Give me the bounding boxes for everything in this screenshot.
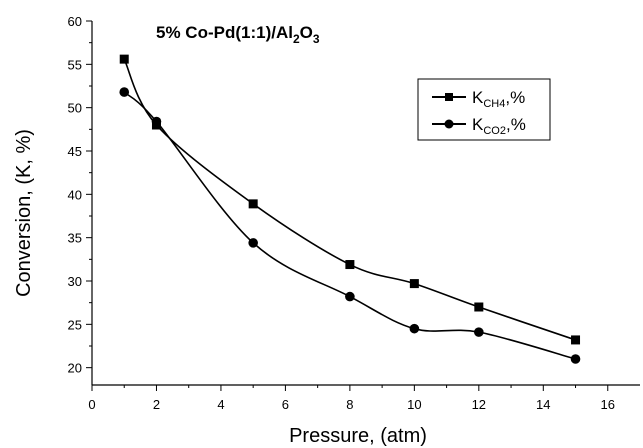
data-point-ch4 xyxy=(409,279,419,289)
title-tail: O xyxy=(300,23,313,42)
chart-title: 5% Co-Pd(1:1)/Al2O3 xyxy=(156,23,320,46)
x-axis-label: Pressure, (atm) xyxy=(289,425,427,447)
x-tick-label: 16 xyxy=(601,397,615,412)
y-tick-label: 45 xyxy=(68,144,82,159)
legend-label-co2: KCO2,% xyxy=(472,115,526,137)
data-point-co2 xyxy=(248,238,258,248)
data-point-ch4 xyxy=(571,335,581,345)
x-tick-label: 6 xyxy=(282,397,289,412)
data-point-ch4 xyxy=(248,199,258,209)
x-tick-label: 10 xyxy=(407,397,421,412)
y-tick-label: 50 xyxy=(68,101,82,116)
x-tick-label: 8 xyxy=(346,397,353,412)
legend-co2-main: K xyxy=(472,115,484,134)
legend-ch4-tail: ,% xyxy=(505,88,525,107)
y-tick-label: 25 xyxy=(68,317,82,332)
legend-marker-ch4 xyxy=(445,93,453,101)
y-tick-label: 55 xyxy=(68,57,82,72)
legend-co2-tail: ,% xyxy=(506,115,526,134)
data-point-co2 xyxy=(345,291,355,302)
y-tick-label: 35 xyxy=(68,231,82,246)
legend-marker-co2 xyxy=(444,119,454,129)
data-point-co2 xyxy=(151,116,162,127)
series-layer xyxy=(119,54,581,364)
x-tick-label: 12 xyxy=(472,397,486,412)
data-point-ch4 xyxy=(345,260,355,270)
x-tick-label: 14 xyxy=(536,397,550,412)
y-tick-label: 20 xyxy=(68,361,82,376)
legend-ch4-sub: CH4 xyxy=(483,98,505,110)
legend: KCH4,% KCO2,% xyxy=(417,78,551,141)
x-tick-label: 2 xyxy=(153,397,160,412)
y-tick-label: 60 xyxy=(68,14,82,29)
title-sub2: 3 xyxy=(313,32,320,46)
data-point-co2 xyxy=(409,323,420,334)
legend-ch4-main: K xyxy=(472,88,484,107)
x-tick-label: 0 xyxy=(88,397,95,412)
data-point-ch4 xyxy=(474,302,484,312)
legend-label-ch4: KCH4,% xyxy=(472,88,525,110)
data-point-co2 xyxy=(474,327,484,337)
data-point-ch4 xyxy=(119,54,129,64)
data-point-co2 xyxy=(570,354,581,364)
title-sub: 2 xyxy=(293,32,300,46)
axes: 0 2 4 6 8 10 12 14 16 20 25 30 35 40 45 50 55 60 xyxy=(68,14,640,412)
data-point-co2 xyxy=(119,87,130,97)
legend-box xyxy=(417,78,551,141)
x-tick-label: 4 xyxy=(217,397,224,412)
legend-co2-sub: CO2 xyxy=(483,125,506,137)
y-axis-label: Conversion, (K, %) xyxy=(13,129,35,297)
y-tick-label: 40 xyxy=(68,187,82,202)
y-tick-label: 30 xyxy=(68,274,82,289)
title-main: 5% Co-Pd(1:1)/Al xyxy=(156,23,293,42)
